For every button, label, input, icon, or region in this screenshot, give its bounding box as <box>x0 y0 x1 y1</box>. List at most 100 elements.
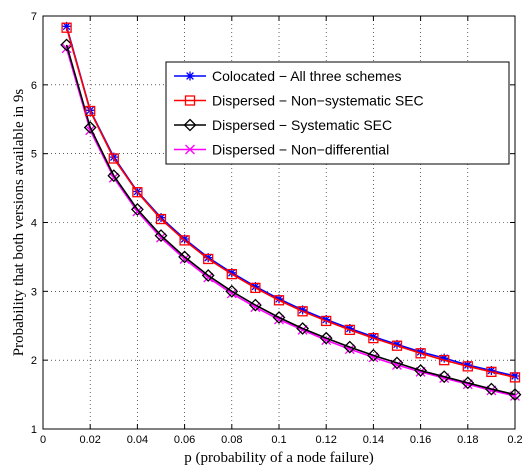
y-tick-label: 3 <box>31 286 37 298</box>
legend-item: Dispersed − Non−differential <box>174 142 389 158</box>
legend-marker <box>184 95 196 106</box>
data-point <box>321 315 331 325</box>
y-tick-label: 1 <box>31 424 37 436</box>
data-point <box>130 203 144 216</box>
data-point <box>414 364 428 377</box>
legend-marker <box>185 71 195 81</box>
x-tick-label: 0.14 <box>363 434 384 446</box>
data-point <box>156 232 166 243</box>
data-point <box>366 348 380 362</box>
data-point <box>61 43 72 54</box>
legend-label: Colocated − All three schemes <box>212 68 402 84</box>
data-point <box>484 382 498 396</box>
data-point <box>226 268 237 280</box>
y-tick-label: 6 <box>31 80 37 92</box>
legend-box <box>165 61 510 165</box>
x-tick-label: 0.1 <box>271 434 286 446</box>
data-point <box>391 340 403 351</box>
data-point <box>509 372 521 383</box>
legend-item: Colocated − All three schemes <box>174 68 402 84</box>
data-point <box>415 348 426 359</box>
data-point <box>319 331 333 345</box>
series-group <box>60 21 522 402</box>
data-point <box>343 340 357 354</box>
data-point <box>416 347 426 357</box>
data-point <box>486 365 496 375</box>
series-4 <box>61 43 520 401</box>
data-point <box>203 253 213 263</box>
x-tick-label: 0.04 <box>127 434 148 446</box>
data-point <box>461 376 475 390</box>
x-tick-label: 0.08 <box>221 434 242 446</box>
data-point <box>390 356 404 370</box>
x-tick-label: 0.06 <box>174 434 195 446</box>
data-point <box>132 206 143 217</box>
data-point <box>439 353 449 363</box>
data-point <box>486 366 497 378</box>
data-point <box>179 254 190 264</box>
data-point <box>296 322 310 335</box>
legend-label: Dispersed − Non−differential <box>212 142 389 158</box>
data-point <box>179 235 190 246</box>
data-point <box>344 324 355 336</box>
data-point <box>155 213 167 225</box>
data-point <box>178 250 192 264</box>
legend-marker <box>183 118 197 132</box>
y-tick-label: 2 <box>31 355 37 367</box>
data-point <box>226 288 237 299</box>
data-point <box>510 371 520 381</box>
legend-item: Dispersed − Systematic SEC <box>174 117 392 133</box>
data-point <box>274 294 284 304</box>
data-point <box>85 105 96 117</box>
data-point <box>227 268 237 278</box>
x-tick-label: 0.18 <box>457 434 478 446</box>
data-point <box>61 22 72 33</box>
data-point <box>83 121 97 134</box>
data-point <box>248 298 262 312</box>
data-point <box>273 295 285 306</box>
x-tick-label: 0.12 <box>315 434 336 446</box>
data-point <box>463 360 473 370</box>
axis-ticks: 0 0.02 0.04 0.06 0.08 0.1 0.12 0.14 0.16 0.18 0.2 1… <box>31 11 523 446</box>
data-point <box>180 234 190 244</box>
data-point <box>108 153 119 164</box>
data-point <box>368 332 378 342</box>
y-tick-label: 5 <box>31 149 37 161</box>
series-2 <box>61 22 521 383</box>
data-point <box>368 332 379 344</box>
data-point <box>156 213 166 223</box>
data-point <box>321 315 332 327</box>
data-point <box>508 388 522 402</box>
data-point <box>225 284 239 298</box>
data-point <box>203 272 214 283</box>
data-point <box>345 324 355 334</box>
data-point <box>132 187 143 198</box>
legend-label: Dispersed − Non−systematic SEC <box>212 93 424 109</box>
legend-label: Dispersed − Systematic SEC <box>212 117 392 133</box>
x-tick-label: 0.02 <box>79 434 100 446</box>
data-point <box>201 269 215 282</box>
legend: Colocated − All three schemes Dispersed −… <box>165 61 510 165</box>
x-tick-label: 0 <box>40 434 46 446</box>
data-point <box>392 339 402 349</box>
legend-marker <box>185 144 195 155</box>
data-point <box>250 282 260 292</box>
x-tick-label: 0.2 <box>507 434 522 446</box>
legend-item: Dispersed − Non−systematic SEC <box>174 93 424 109</box>
data-point <box>250 282 261 294</box>
data-point <box>62 21 72 31</box>
data-point <box>462 361 473 372</box>
data-point <box>203 253 214 265</box>
data-point <box>154 229 168 242</box>
data-point <box>439 355 450 366</box>
y-tick-label: 7 <box>31 11 37 23</box>
y-tick-label: 4 <box>31 218 37 230</box>
data-point <box>298 305 308 315</box>
data-point <box>107 169 121 183</box>
data-point <box>297 306 308 317</box>
y-axis-label: Probability that both versions available… <box>11 89 27 357</box>
x-axis-label: p (probability of a node failure) <box>184 450 374 465</box>
data-point <box>272 311 286 324</box>
x-tick-label: 0.16 <box>410 434 431 446</box>
